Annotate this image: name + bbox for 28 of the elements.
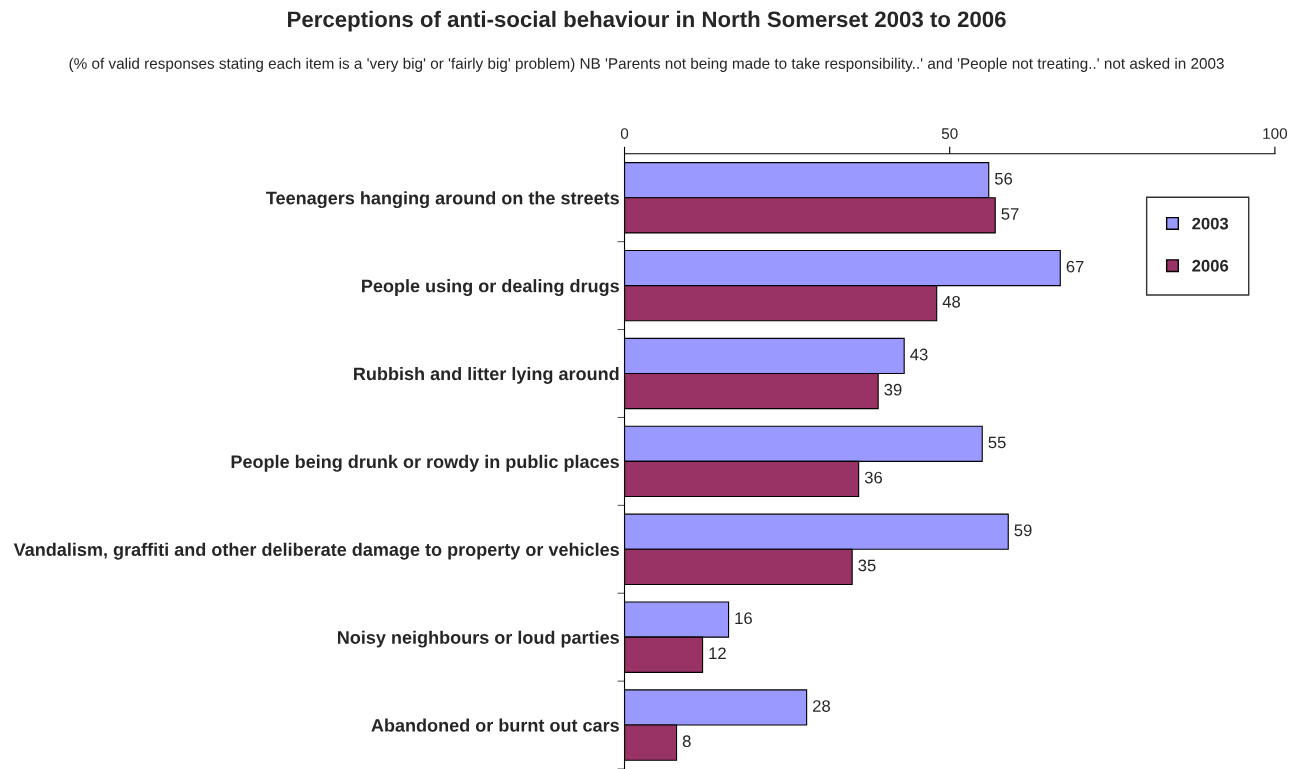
y-tick-label: Noisy neighbours or loud parties — [337, 630, 619, 648]
y-tick-label: Vandalism, graffiti and other deliberate damage to property or vehicles — [13, 542, 619, 560]
y-tick-label: People being drunk or rowdy in public places — [231, 454, 619, 472]
legend-label: 2006 — [1192, 259, 1229, 272]
data-label: 57 — [1001, 208, 1019, 220]
data-label: 16 — [735, 612, 752, 625]
data-label: 59 — [1014, 524, 1032, 537]
data-label: 48 — [942, 295, 961, 308]
data-label: 36 — [864, 471, 883, 484]
x-tick-label: 100 — [1263, 128, 1288, 139]
legend-label: 2003 — [1192, 217, 1229, 230]
data-label: 12 — [709, 647, 726, 660]
x-tick-label: 0 — [620, 128, 629, 139]
y-tick-label: Rubbish and litter lying around — [354, 366, 619, 384]
y-tick-label: Abandoned or burnt out cars — [371, 718, 619, 732]
data-label: 55 — [988, 436, 1006, 449]
data-label: 67 — [1066, 260, 1084, 273]
chart-subtitle: (% of valid responses stating each item is a 'very big' or 'fairly big' problem) NB 'Parents not being made to take responsibility..' and 'People not treating..' not asked in 2003 — [69, 57, 1224, 72]
data-label: 43 — [910, 348, 928, 361]
data-label: 35 — [858, 559, 876, 572]
data-label: 56 — [994, 172, 1013, 185]
x-tick-label: 50 — [941, 128, 958, 139]
data-label: 39 — [884, 383, 902, 396]
data-label: 8 — [682, 735, 691, 748]
data-label: 28 — [813, 700, 830, 712]
y-tick-label: Teenagers hanging around on the streets — [266, 191, 619, 209]
y-tick-label: People using or dealing drugs — [362, 279, 619, 296]
chart-title: Perceptions of anti-social behaviour in North Somerset 2003 to 2006 — [288, 10, 1006, 32]
